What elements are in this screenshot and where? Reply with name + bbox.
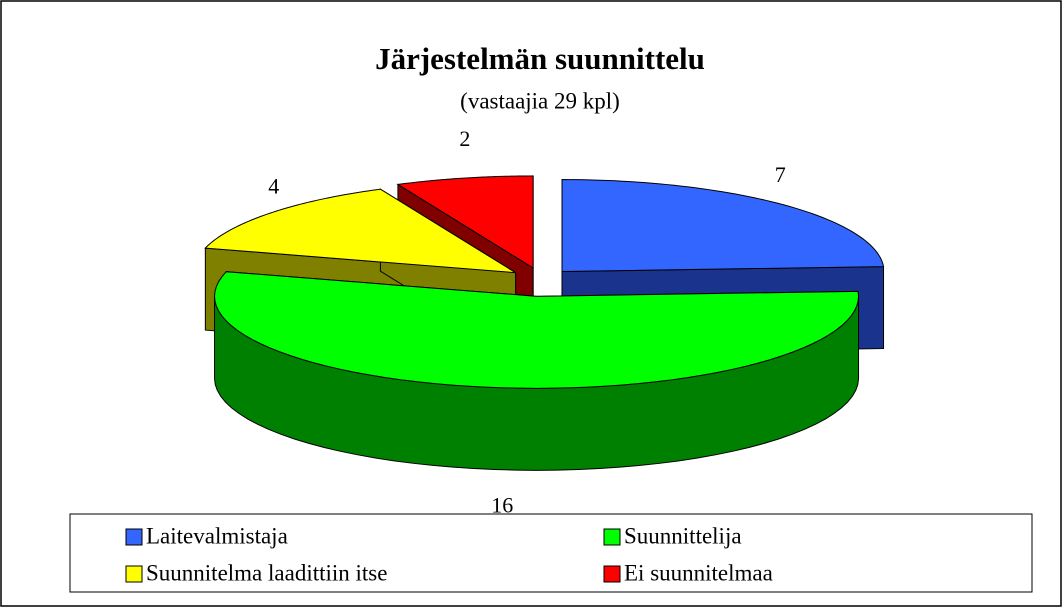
slice-top	[214, 271, 860, 389]
legend-swatch	[603, 565, 621, 583]
legend-label: Suunnittelija	[624, 523, 742, 548]
legend-label: Suunnitelma laadittiin itse	[146, 560, 387, 585]
data-label: 4	[268, 174, 279, 199]
pie	[204, 175, 885, 471]
data-label: 16	[491, 493, 513, 518]
chart-title: Järjestelmän suunnittelu	[375, 41, 705, 76]
slice-top	[204, 188, 516, 274]
legend-label: Laitevalmistaja	[146, 523, 288, 548]
data-label: 7	[775, 162, 786, 187]
slice	[214, 271, 860, 471]
chart-subtitle: (vastaajia 29 kpl)	[460, 88, 620, 113]
slice-top	[561, 179, 885, 273]
legend-swatch	[125, 528, 143, 546]
data-label: 2	[459, 126, 470, 151]
legend-label: Ei suunnitelmaa	[624, 560, 773, 585]
slice-top	[396, 175, 534, 269]
legend-box	[69, 513, 1033, 593]
legend-swatch	[603, 528, 621, 546]
legend-swatch	[125, 565, 143, 583]
